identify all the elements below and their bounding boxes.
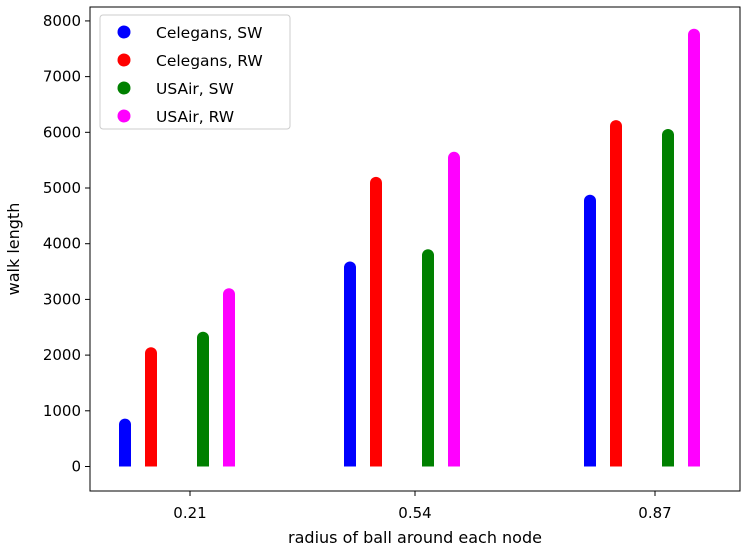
bar-celegans-rw-0.54 (370, 176, 382, 467)
bar-usair-sw-0.21 (197, 331, 209, 467)
x-tick-label: 0.54 (398, 504, 431, 522)
y-axis: 0 1000 2000 3000 4000 5000 6000 7000 8000 (43, 12, 90, 475)
y-tick-label: 3000 (43, 290, 81, 308)
y-tick-label: 6000 (43, 123, 81, 141)
bar-base (223, 460, 235, 467)
bar-base (688, 460, 700, 467)
legend-label: Celegans, SW (156, 24, 262, 42)
bar-base (422, 460, 434, 467)
bar-base (584, 460, 596, 467)
y-tick-label: 8000 (43, 12, 81, 30)
bar-base (610, 460, 622, 467)
y-tick-label: 5000 (43, 179, 81, 197)
bar-base (344, 460, 356, 467)
bar-base (145, 460, 157, 467)
legend-label: USAir, SW (156, 80, 234, 98)
bar-usair-rw-0.87 (688, 28, 700, 467)
y-tick-label: 0 (71, 457, 81, 475)
bar-usair-rw-0.54 (448, 151, 460, 467)
x-axis: 0.21 0.54 0.87 (173, 491, 672, 522)
bar-base (119, 460, 131, 467)
bar-celegans-rw-0.21 (145, 347, 157, 467)
legend: Celegans, SW Celegans, RW USAir, SW USAir, … (99, 14, 291, 130)
legend-frame (99, 14, 291, 130)
legend-marker (117, 109, 131, 123)
y-axis-label: walk length (4, 203, 23, 296)
legend-marker (117, 25, 131, 39)
bar-celegans-sw-0.54 (344, 261, 356, 467)
bar-base (197, 460, 209, 467)
y-tick-label: 1000 (43, 402, 81, 420)
legend-label: Celegans, RW (156, 52, 263, 70)
bar-base (370, 460, 382, 467)
bar-usair-sw-0.87 (662, 128, 674, 467)
legend-marker (117, 81, 131, 95)
bar-base (662, 460, 674, 467)
x-tick-label: 0.21 (173, 504, 206, 522)
y-tick-label: 2000 (43, 346, 81, 364)
bar-base (448, 460, 460, 467)
legend-marker (117, 53, 131, 67)
bar-usair-sw-0.54 (422, 249, 434, 467)
x-axis-label: radius of ball around each node (288, 528, 542, 547)
bars-layer (119, 28, 700, 467)
x-tick-label: 0.87 (638, 504, 671, 522)
bar-usair-rw-0.21 (223, 288, 235, 467)
legend-label: USAir, RW (156, 108, 234, 126)
y-tick-label: 4000 (43, 235, 81, 253)
bar-celegans-sw-0.87 (584, 194, 596, 467)
bar-celegans-rw-0.87 (610, 120, 622, 467)
y-tick-label: 7000 (43, 68, 81, 86)
bar-celegans-sw-0.21 (119, 418, 131, 467)
